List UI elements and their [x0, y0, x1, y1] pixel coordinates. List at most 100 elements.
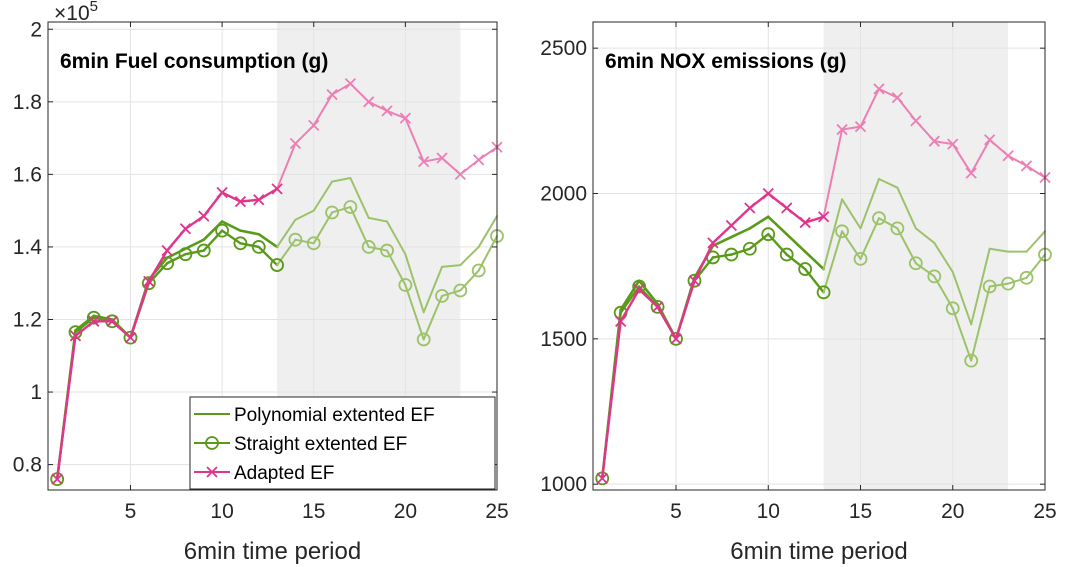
legend-entry: Straight extented EF — [194, 434, 407, 455]
y-tick-label: 1000 — [540, 473, 587, 496]
data-point — [688, 275, 701, 287]
marker-stroke — [984, 134, 996, 146]
marker-stroke — [344, 78, 357, 90]
data-point — [742, 241, 757, 256]
data-point — [51, 473, 63, 485]
data-point — [361, 240, 376, 254]
series-segment — [877, 177, 899, 189]
marker-stroke — [271, 183, 283, 195]
series-segment — [477, 215, 498, 248]
axes-box — [592, 21, 1046, 491]
data-point — [928, 135, 940, 147]
series-segment — [767, 232, 788, 256]
series-adapted-ef — [596, 83, 1051, 485]
y-axis-multiplier: ×105 — [54, 0, 98, 25]
series-segment — [730, 227, 752, 239]
data-point — [233, 236, 248, 251]
series-segment — [165, 247, 187, 260]
data-point — [927, 269, 942, 284]
series-segment — [970, 285, 991, 362]
data-point — [947, 138, 959, 150]
marker-stroke — [670, 333, 682, 345]
series-segment — [404, 253, 425, 314]
series-segment — [822, 128, 844, 218]
y-tick-label: 1.4 — [13, 236, 43, 259]
data-point — [650, 299, 665, 314]
series-segment — [184, 249, 205, 256]
series-segment — [367, 100, 389, 112]
data-point — [872, 211, 886, 226]
data-point — [910, 115, 922, 127]
legend-label: Polynomial extented EF — [234, 405, 435, 426]
series-segment — [637, 279, 659, 306]
data-point — [398, 278, 413, 292]
y-tick-label: 1 — [30, 381, 42, 404]
data-point — [69, 330, 82, 342]
marker-stroke — [1020, 160, 1033, 172]
series-segment — [220, 229, 242, 245]
chart-panel-2: 5 10 15 20 25 1000 1500 2000 2500 6min time perio… — [540, 21, 1057, 565]
series-segment — [349, 206, 370, 248]
data-point — [141, 276, 156, 291]
data-point — [853, 252, 868, 266]
chart-panel-1: 5 10 15 20 25 0.8 1 1.2 1.4 1.6 1.8 2 6min time peri… — [13, 0, 509, 565]
data-point — [251, 240, 266, 254]
data-point — [216, 186, 228, 199]
series-segment — [312, 180, 334, 212]
series-segment — [441, 289, 462, 297]
y-tick-label: 1.2 — [13, 308, 42, 331]
series-segment — [711, 253, 733, 259]
data-point — [234, 195, 247, 208]
chart-title: 6min Fuel consumption (g) — [60, 50, 328, 73]
series-segment — [459, 245, 480, 267]
legend-label: Adapted EF — [234, 463, 334, 484]
data-point — [891, 91, 904, 104]
data-point — [289, 137, 302, 150]
marker-stroke — [88, 315, 100, 327]
series-segment — [748, 232, 770, 250]
series-segment — [711, 235, 733, 248]
series-segment — [422, 265, 444, 314]
series-segment — [803, 267, 825, 294]
marker-stroke — [454, 168, 466, 181]
marker-stroke — [596, 472, 608, 485]
series-segment — [294, 209, 315, 221]
series-segment — [933, 140, 954, 146]
x-axis-label: 6min time period — [730, 538, 907, 565]
data-point — [380, 243, 394, 258]
series-segment — [386, 109, 407, 120]
series-segment — [896, 186, 917, 230]
data-point — [779, 247, 794, 262]
data-point — [160, 256, 175, 271]
series-segment — [220, 191, 242, 203]
series-segment — [730, 247, 752, 256]
data-point — [724, 247, 739, 262]
series-segment — [129, 280, 150, 339]
x-tick-label: 15 — [849, 500, 872, 523]
series-segment — [257, 245, 279, 267]
data-point — [306, 236, 321, 251]
series-segment — [459, 269, 480, 292]
series-segment — [803, 250, 825, 271]
series-segment — [367, 216, 389, 223]
series-segment — [441, 264, 462, 268]
data-point — [982, 279, 997, 294]
data-point — [363, 96, 375, 108]
x-tick-label: 20 — [941, 500, 964, 523]
data-point — [196, 243, 211, 258]
data-point — [471, 263, 486, 278]
data-point — [270, 258, 284, 272]
series-segment — [239, 198, 260, 203]
data-point — [744, 202, 756, 214]
data-point — [984, 134, 996, 146]
data-point — [308, 119, 320, 132]
series-segment — [147, 262, 169, 285]
series-segment — [276, 218, 297, 248]
data-point — [762, 187, 774, 200]
data-point — [615, 315, 627, 328]
data-point — [435, 289, 449, 303]
legend: Polynomial extented EF Straight extented … — [189, 396, 496, 490]
marker-stroke — [106, 315, 118, 327]
series-segment — [619, 288, 641, 323]
data-point — [835, 224, 849, 239]
